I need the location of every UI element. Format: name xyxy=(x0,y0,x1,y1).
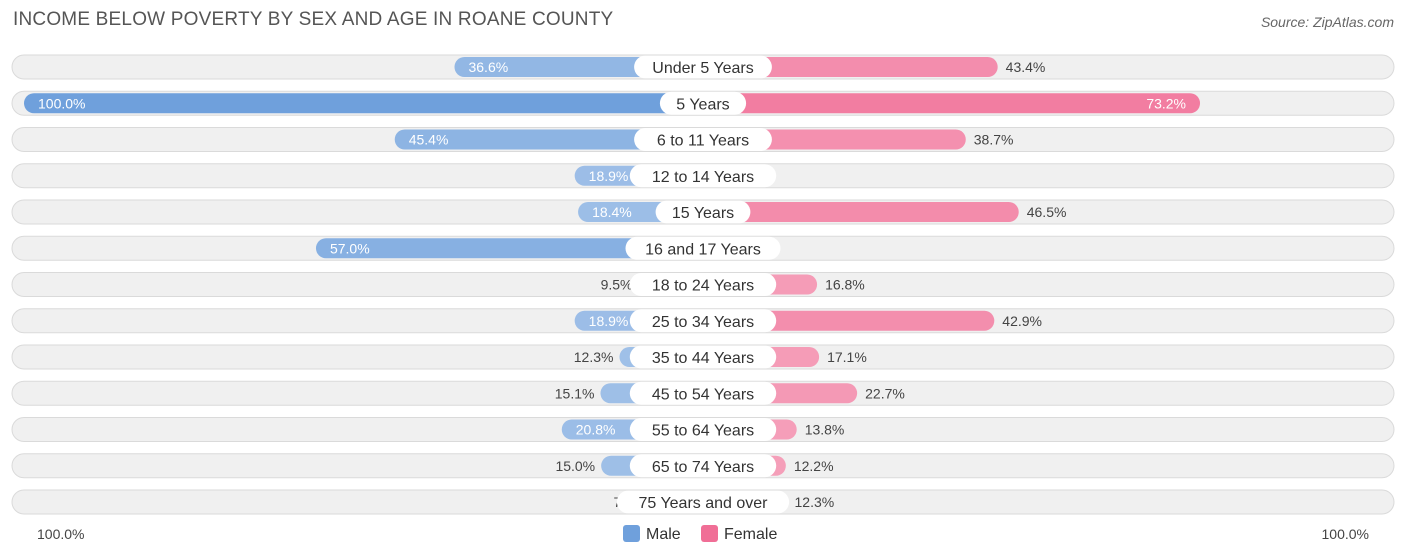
male-value-label: 12.3% xyxy=(574,349,614,365)
male-value-label: 57.0% xyxy=(330,240,370,256)
category-label: 18 to 24 Years xyxy=(652,278,754,295)
female-value-label: 12.2% xyxy=(794,458,834,474)
male-bar xyxy=(394,129,703,150)
male-value-label: 18.4% xyxy=(592,204,632,220)
category-pill xyxy=(629,309,777,333)
male-bar xyxy=(315,238,703,259)
male-value-label: 100.0% xyxy=(38,95,85,111)
category-pill xyxy=(629,454,777,478)
legend-female-label: Female xyxy=(724,526,777,543)
category-pill xyxy=(629,273,777,296)
category-label: Under 5 Years xyxy=(652,60,753,77)
category-label: 5 Years xyxy=(676,96,729,113)
female-bar xyxy=(703,202,1019,222)
female-bar xyxy=(703,57,998,77)
male-value-label: 18.9% xyxy=(589,168,629,184)
category-label: 35 to 44 Years xyxy=(652,350,754,367)
category-pill xyxy=(659,91,747,115)
female-value-label: 16.8% xyxy=(825,277,865,293)
category-label: 65 to 74 Years xyxy=(652,459,754,476)
chart-title: INCOME BELOW POVERTY BY SEX AND AGE IN R… xyxy=(13,9,614,30)
category-pill xyxy=(629,381,777,405)
category-label: 16 and 17 Years xyxy=(645,241,761,258)
category-pill xyxy=(634,128,772,151)
male-value-label: 9.5% xyxy=(601,277,633,293)
chart-source: Source: ZipAtlas.com xyxy=(1260,14,1394,30)
category-label: 75 Years and over xyxy=(639,495,769,512)
female-bar xyxy=(703,310,995,331)
female-value-label: 42.9% xyxy=(1002,313,1042,329)
category-pill xyxy=(629,345,777,369)
female-value-label: 22.7% xyxy=(865,385,905,401)
female-value-label: 13.8% xyxy=(805,422,845,438)
axis-left-label: 100.0% xyxy=(37,526,84,542)
category-label: 6 to 11 Years xyxy=(657,133,749,150)
category-label: 25 to 34 Years xyxy=(652,314,754,331)
female-value-label: 46.5% xyxy=(1027,204,1067,220)
male-value-label: 36.6% xyxy=(468,59,508,75)
category-pill xyxy=(616,490,790,514)
female-value-label: 12.3% xyxy=(795,494,835,510)
category-pill xyxy=(655,200,751,224)
male-bar xyxy=(24,93,703,114)
female-value-label: 17.1% xyxy=(827,349,867,365)
female-value-label: 43.4% xyxy=(1006,59,1046,75)
category-label: 45 to 54 Years xyxy=(652,386,754,403)
category-label: 55 to 64 Years xyxy=(652,423,754,440)
axis-right-label: 100.0% xyxy=(1322,526,1369,542)
male-value-label: 45.4% xyxy=(409,132,449,148)
female-bar xyxy=(703,93,1201,114)
male-value-label: 18.9% xyxy=(589,313,629,329)
male-value-label: 20.8% xyxy=(576,422,616,438)
female-value-label: 73.2% xyxy=(1146,95,1186,111)
category-label: 15 Years xyxy=(672,205,734,222)
category-label: 12 to 14 Years xyxy=(652,169,754,186)
male-value-label: 15.1% xyxy=(555,385,595,401)
category-pill xyxy=(625,236,781,260)
male-value-label: 15.0% xyxy=(555,458,595,474)
female-value-label: 38.7% xyxy=(974,132,1014,148)
legend-female-swatch xyxy=(701,525,718,542)
category-pill xyxy=(629,164,777,188)
category-pill xyxy=(634,55,772,79)
category-pill xyxy=(629,418,777,441)
legend-male-label: Male xyxy=(646,526,681,543)
legend-male-swatch xyxy=(623,525,640,542)
